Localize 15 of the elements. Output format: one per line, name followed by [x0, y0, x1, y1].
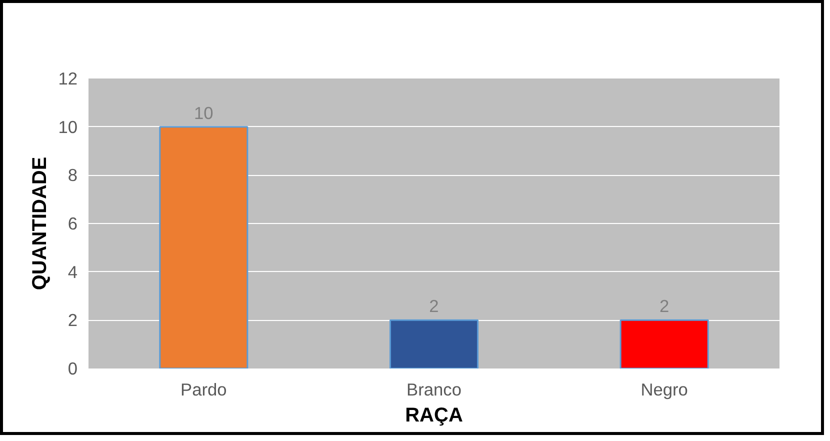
y-tick-label: 12 — [58, 68, 78, 88]
data-label: 2 — [660, 296, 670, 316]
data-label: 2 — [429, 296, 439, 316]
y-tick-label: 2 — [68, 310, 78, 330]
y-tick-label: 4 — [68, 262, 78, 282]
data-label: 10 — [194, 102, 214, 123]
y-tick-label: 8 — [68, 165, 78, 186]
y-tick-label: 0 — [68, 358, 78, 378]
x-tick-label: Branco — [406, 380, 462, 400]
x-tick-label: Negro — [640, 380, 688, 400]
x-tick-label: Pardo — [180, 380, 227, 400]
x-axis-title: RAÇA — [405, 404, 463, 426]
y-tick-label: 6 — [68, 214, 78, 234]
y-tick-label: 10 — [58, 116, 78, 137]
y-axis-title: QUANTIDADE — [29, 156, 52, 290]
